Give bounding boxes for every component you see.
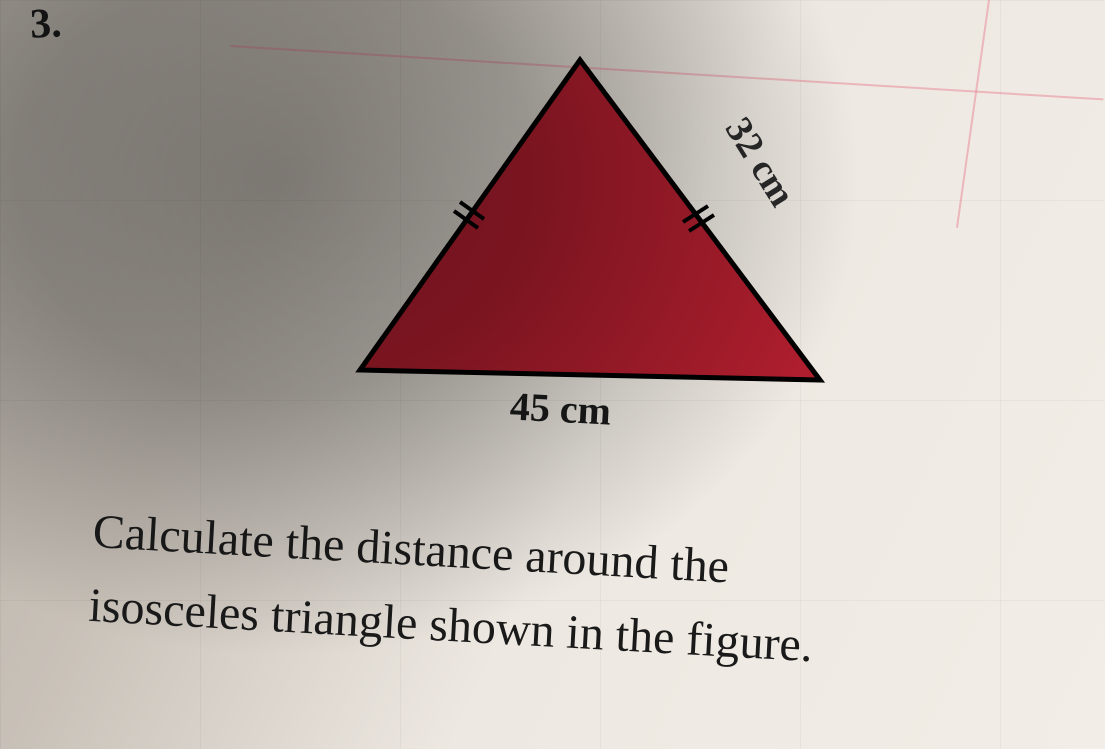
worksheet-page: 3. 32 cm 45 cm Calculate the distance ar… — [0, 0, 1105, 749]
triangle-svg — [300, 40, 860, 440]
divider-line-vertical — [956, 0, 990, 228]
question-number: 3. — [29, 0, 63, 49]
base-length-label: 45 cm — [509, 382, 612, 434]
question-prompt: Calculate the distance around the isosce… — [87, 495, 1084, 699]
prompt-line-1: Calculate the distance around the — [91, 505, 730, 593]
prompt-line-2: isosceles triangle shown in the figure. — [87, 579, 814, 672]
triangle-shape — [360, 60, 820, 380]
triangle-figure: 32 cm 45 cm — [300, 40, 860, 440]
